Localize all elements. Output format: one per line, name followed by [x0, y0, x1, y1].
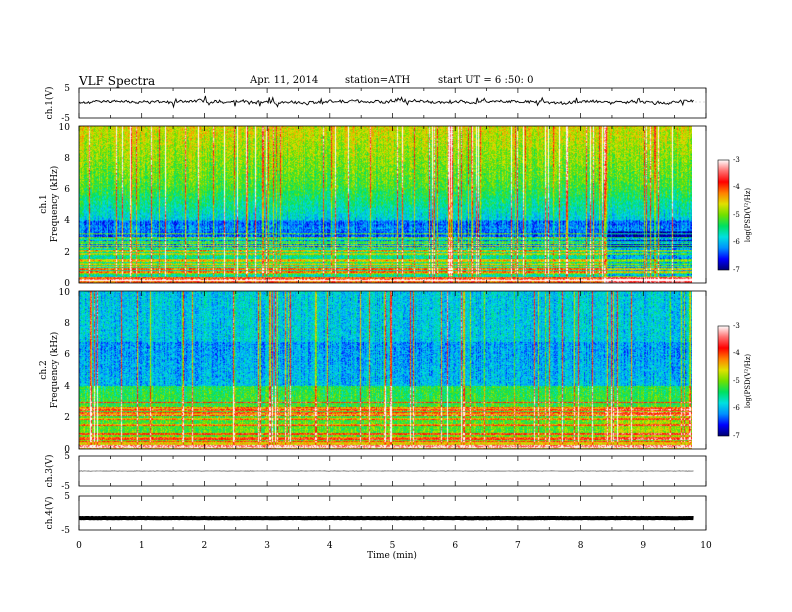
header-date: Apr. 11, 2014 [249, 75, 318, 86]
ch4-ytick-bottom: -5 [61, 526, 70, 536]
time-tick-marks [78, 88, 707, 530]
ch2-colorbar-tick-m7: -7 [733, 432, 740, 440]
xtick-6: 6 [452, 541, 458, 551]
ch1-freq-tick-10: 10 [59, 123, 71, 133]
ch2-spectrogram-image [79, 291, 692, 449]
xtick-7: 7 [515, 541, 521, 551]
ch1-freq-tick-2: 2 [64, 248, 70, 258]
ch1-colorbar-tick-m4: -4 [733, 183, 740, 191]
ch2-freq-tick-6: 6 [64, 350, 70, 360]
ch1-freq-tick-6: 6 [64, 185, 70, 195]
xtick-2: 2 [202, 541, 208, 551]
ch1-channel-label: ch.1 [39, 194, 49, 213]
ch1-colorbar-tick-m7: -7 [733, 266, 740, 274]
ch2-spectrogram-panel: 0 2 4 6 8 10 ch.2 Frequency (kHz) -3 -4 … [39, 288, 752, 455]
ch1-colorbar-label: log(PSD(V²/Hz) [744, 188, 752, 243]
ch4-ytick-top: 5 [64, 492, 70, 502]
ch1-freq-tick-0: 0 [64, 279, 70, 289]
xtick-9: 9 [640, 541, 646, 551]
time-axis-labels: 0 1 2 3 4 5 6 7 8 9 10 [76, 541, 712, 551]
ch1-freq-tick-8: 8 [64, 154, 70, 164]
ch2-freq-ticks: 0 2 4 6 8 10 [59, 288, 71, 455]
ch1-waveform-ylabel: ch.1(V) [44, 87, 55, 120]
ch1-colorbar-tick-m5: -5 [733, 211, 740, 219]
ch2-colorbar-tick-m3: -3 [733, 322, 740, 330]
ch1-trace [78, 95, 694, 109]
ch3-ytick-bottom: -5 [61, 482, 70, 492]
ch1-colorbar [717, 159, 730, 271]
ch1-freq-ticks: 0 2 4 6 8 10 [59, 123, 71, 289]
ch2-freq-tick-0: 0 [64, 445, 70, 455]
xtick-5: 5 [390, 541, 396, 551]
xtick-4: 4 [327, 541, 333, 551]
ch2-freq-tick-10: 10 [59, 288, 71, 298]
ch4-waveform-panel: 5 -5 ch.4(V) [44, 492, 707, 536]
ch1-ytick-bottom: -5 [61, 114, 70, 124]
ch2-freq-tick-2: 2 [64, 413, 70, 423]
ch2-colorbar-label: log(PSD(V²/Hz) [744, 354, 752, 409]
ch1-freq-ylabel: Frequency (kHz) [49, 166, 60, 243]
ch1-ytick-top: 5 [64, 84, 70, 94]
ch4-waveform-ylabel: ch.4(V) [44, 497, 55, 530]
ch1-spectrogram-panel: 0 2 4 6 8 10 ch.1 Frequency (kHz) -3 -4 … [39, 123, 752, 289]
ch2-channel-label: ch.2 [39, 360, 49, 379]
ch4-waveform-frame [78, 495, 707, 531]
header-station: station=ATH [345, 75, 411, 86]
ch3-waveform-panel: 5 -5 ch.3(V) [44, 452, 707, 492]
ch3-ytick-top: 5 [64, 452, 70, 462]
ch2-colorbar-tick-m5: -5 [733, 377, 740, 385]
ch1-waveform-panel: 5 -5 ch.1(V) [44, 84, 707, 124]
time-axis-label: Time (min) [367, 550, 417, 561]
xtick-3: 3 [264, 541, 270, 551]
xtick-8: 8 [578, 541, 584, 551]
xtick-0: 0 [76, 541, 82, 551]
ch1-spectrogram-image [79, 126, 692, 283]
ch2-colorbar-tick-m6: -6 [733, 404, 740, 412]
ch2-freq-ylabel: Frequency (kHz) [49, 332, 60, 409]
ch1-colorbar-tick-m3: -3 [733, 156, 740, 164]
ch2-colorbar [717, 325, 730, 437]
ch2-freq-tick-8: 8 [64, 319, 70, 329]
ch1-colorbar-tick-m6: -6 [733, 238, 740, 246]
ch2-colorbar-tick-m4: -4 [733, 349, 740, 357]
ch3-waveform-ylabel: ch.3(V) [44, 455, 55, 488]
xtick-1: 1 [139, 541, 145, 551]
figure-title: VLF Spectra [78, 74, 155, 88]
header-start-time: start UT = 6 :50: 0 [438, 75, 533, 86]
ch1-freq-tick-4: 4 [64, 216, 70, 226]
ch2-freq-tick-4: 4 [64, 382, 70, 392]
xtick-10: 10 [700, 541, 712, 551]
